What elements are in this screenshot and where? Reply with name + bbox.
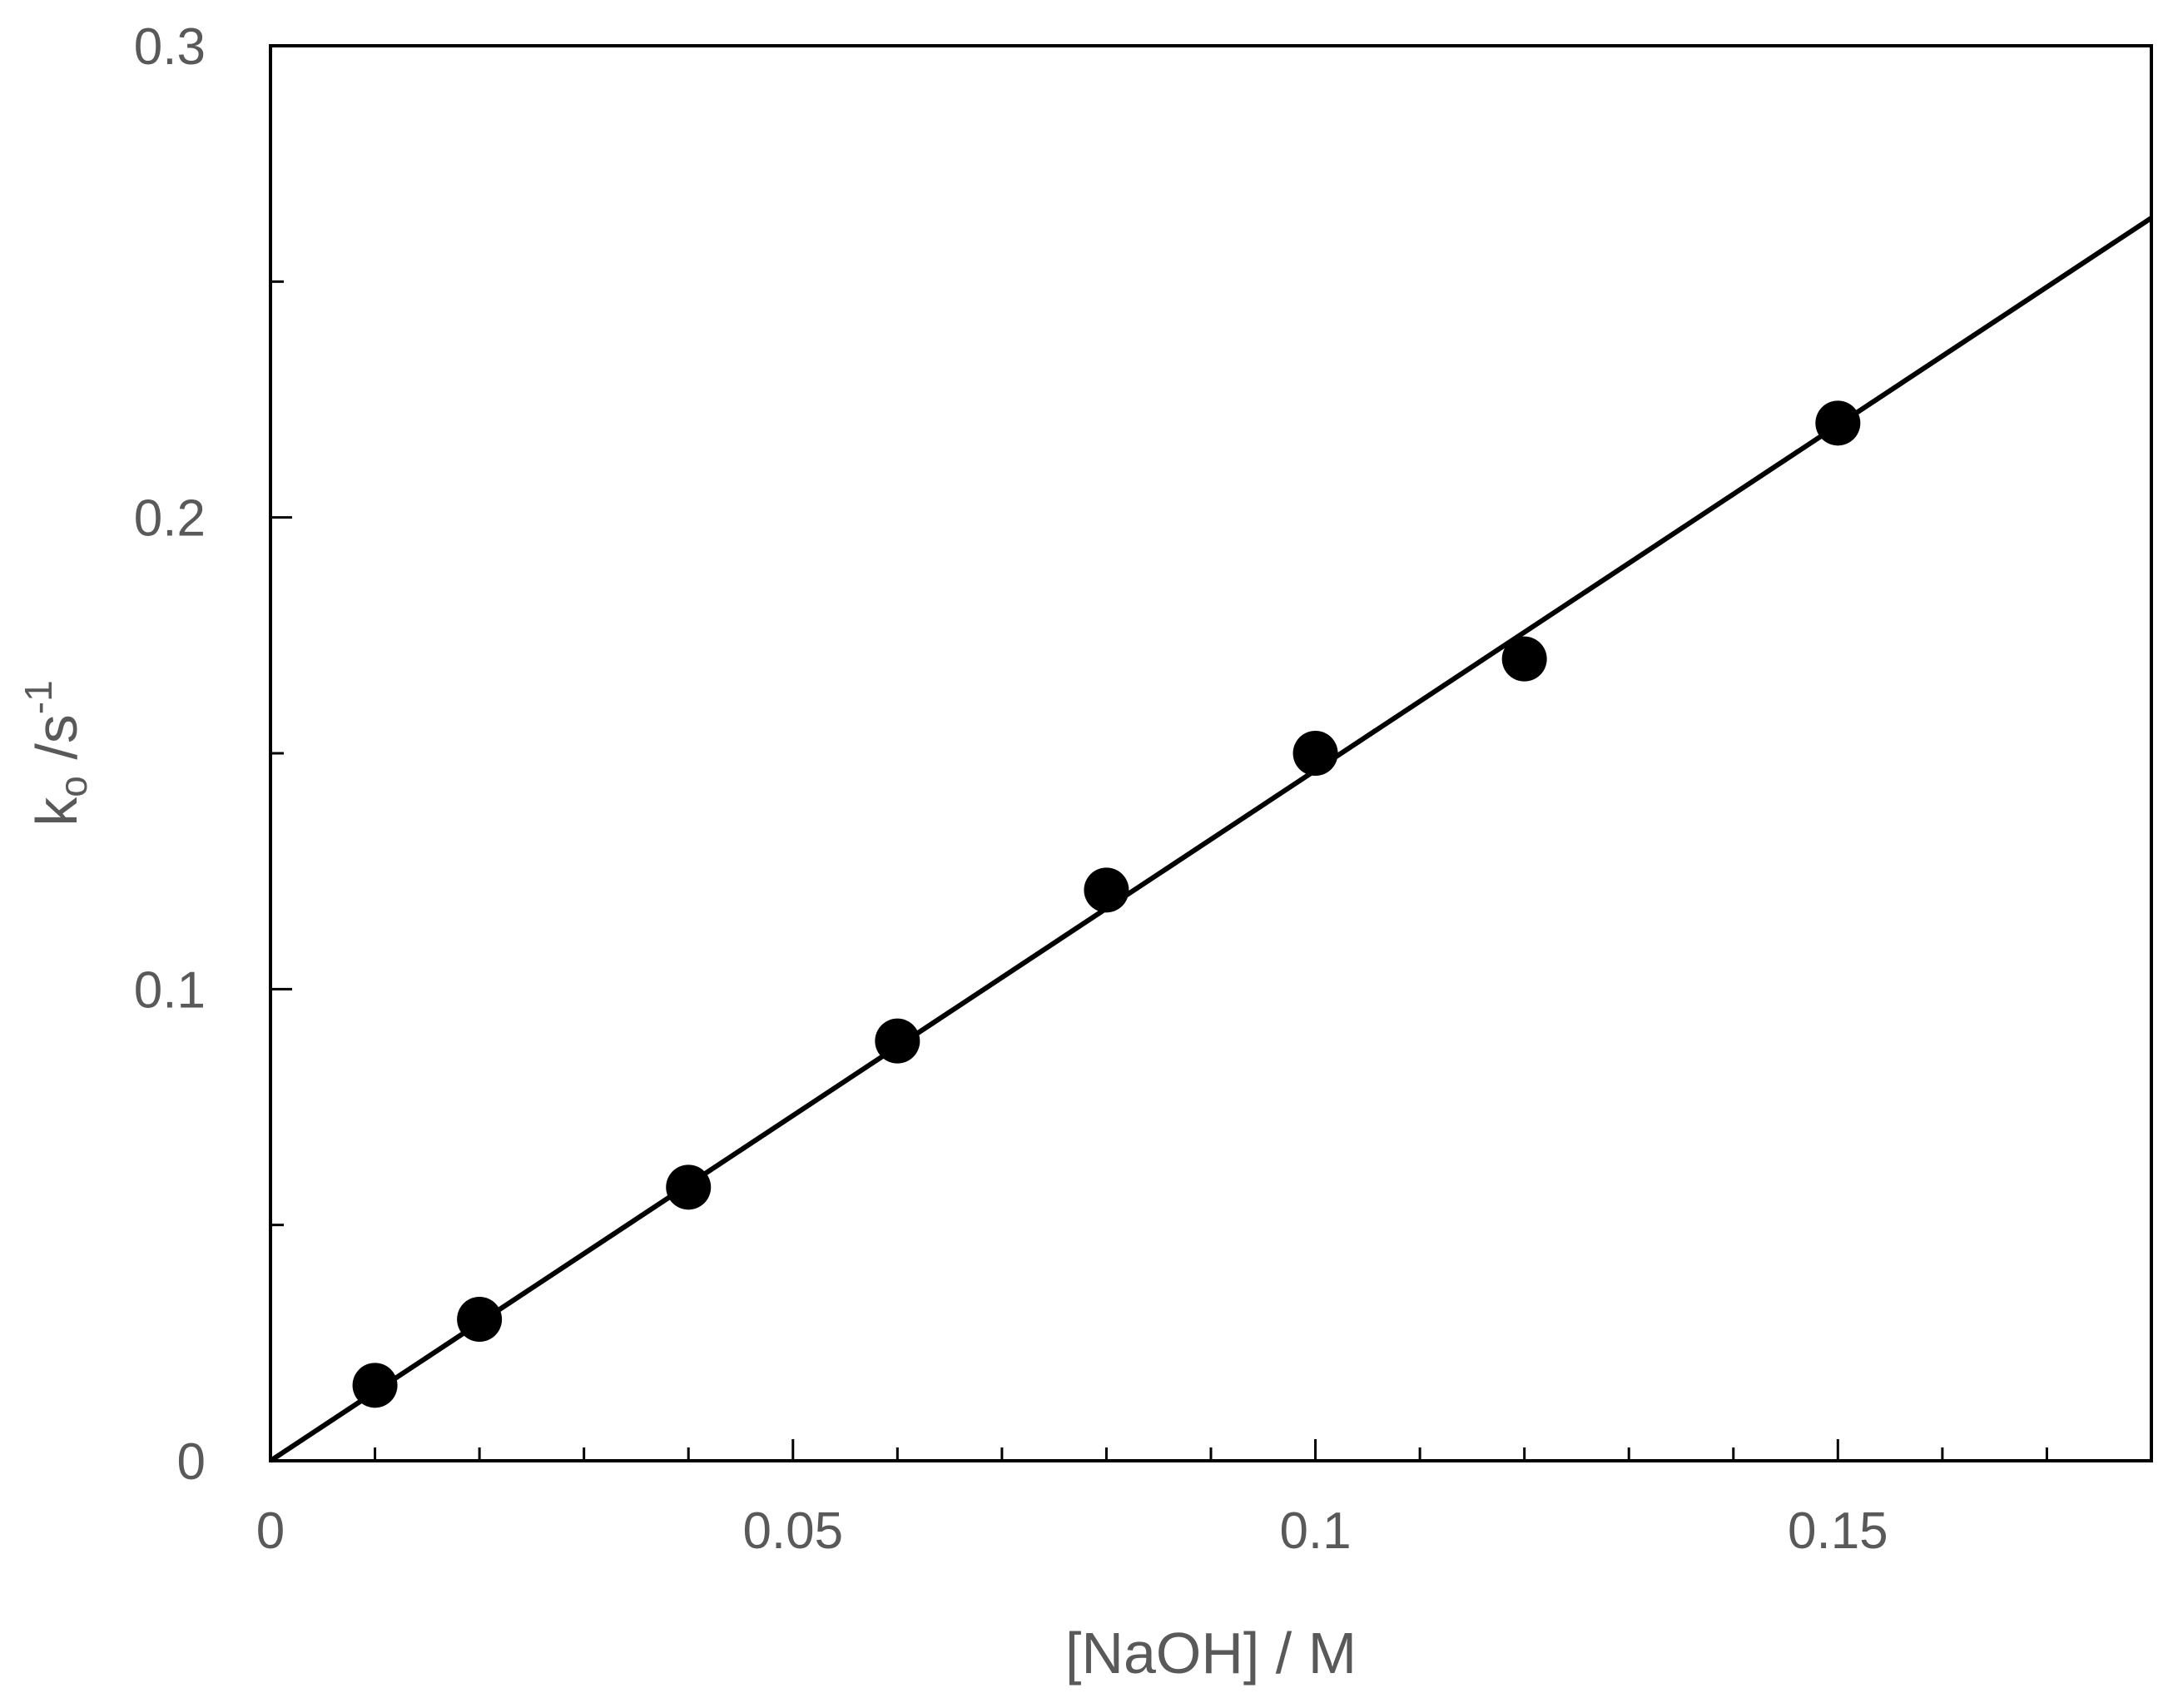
data-point xyxy=(875,1018,920,1064)
data-point xyxy=(1084,867,1129,913)
y-axis-title-base: k xyxy=(24,797,89,827)
data-point xyxy=(352,1363,398,1408)
x-tick-label: 0 xyxy=(256,1502,285,1560)
fit-line xyxy=(269,216,2153,1463)
x-tick-label: 0.1 xyxy=(1279,1502,1351,1560)
y-axis-title-subscript: o xyxy=(52,776,95,797)
y-axis-tick-labels: 0 0.1 0.2 0.3 xyxy=(134,18,206,1491)
y-tick-label: 0.2 xyxy=(134,490,206,548)
y-tick-label: 0 xyxy=(177,1433,206,1491)
data-point xyxy=(1815,400,1861,446)
y-tick-label: 0.3 xyxy=(134,18,206,76)
x-axis-title: [NaOH] / M xyxy=(1065,1621,1357,1686)
y-axis-ticks xyxy=(270,280,292,1227)
y-axis-title-middle: /s xyxy=(24,714,89,776)
data-point xyxy=(666,1164,712,1210)
data-point xyxy=(457,1297,503,1342)
data-point xyxy=(1292,731,1338,776)
x-axis-tick-labels: 0 0.05 0.1 0.15 xyxy=(256,1502,1888,1560)
plot-content xyxy=(269,216,2153,1463)
x-tick-label: 0.05 xyxy=(742,1502,843,1560)
y-axis-title-superscript: -1 xyxy=(17,680,60,714)
plot-frame xyxy=(269,44,2153,1462)
y-tick-label: 0.1 xyxy=(134,961,206,1019)
x-tick-label: 0.15 xyxy=(1788,1502,1888,1560)
y-axis-title: ko /s-1 xyxy=(17,680,95,826)
data-point xyxy=(1501,636,1547,682)
x-axis-ticks xyxy=(374,1439,2048,1461)
